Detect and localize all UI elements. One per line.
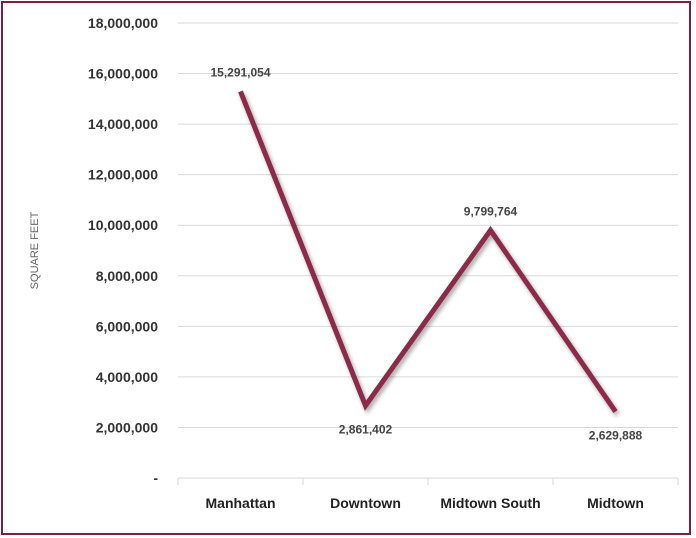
- y-axis-title: SQUARE FEET: [29, 211, 41, 289]
- x-tick-label: Midtown South: [440, 495, 540, 511]
- gridlines: [178, 22, 678, 428]
- y-tick-label: 16,000,000: [88, 66, 158, 82]
- y-tick-label: 12,000,000: [88, 167, 158, 183]
- y-tick-label: -: [153, 470, 158, 486]
- x-axis: Manhattan Downtown Midtown South Midtown: [177, 477, 679, 511]
- data-label: 15,291,054: [210, 65, 270, 79]
- x-tick-label: Manhattan: [206, 495, 276, 511]
- data-label: 2,861,402: [339, 423, 393, 437]
- y-tick-label: 14,000,000: [88, 116, 158, 132]
- data-label: 9,799,764: [464, 204, 518, 218]
- y-axis-ticks: - 2,000,000 4,000,000 6,000,000 8,000,000 10,…: [88, 15, 158, 486]
- data-labels: 15,291,054 2,861,402 9,799,764 2,629,888: [210, 65, 642, 442]
- y-tick-label: 10,000,000: [88, 217, 158, 233]
- y-tick-label: 2,000,000: [96, 419, 158, 435]
- y-tick-label: 18,000,000: [88, 15, 158, 31]
- y-tick-label: 8,000,000: [96, 268, 158, 284]
- series-line-group: [238, 90, 618, 413]
- y-tick-label: 4,000,000: [96, 369, 158, 385]
- series-line: [238, 90, 618, 413]
- data-label: 2,629,888: [589, 429, 643, 443]
- y-tick-label: 6,000,000: [96, 318, 158, 334]
- x-tick-label: Midtown: [587, 495, 644, 511]
- x-tick-label: Downtown: [330, 495, 401, 511]
